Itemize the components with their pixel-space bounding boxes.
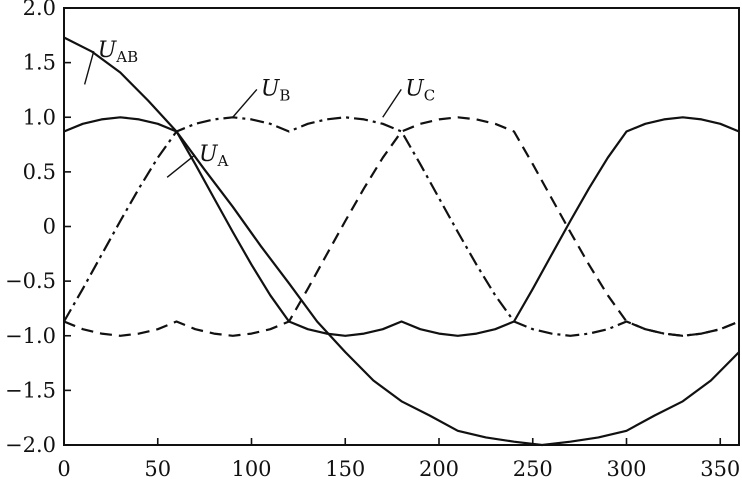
series-curves <box>63 36 740 447</box>
series-line-u-b <box>63 116 740 337</box>
y-tick-label: −2.0 <box>5 433 56 457</box>
x-tick-label: 50 <box>144 457 171 481</box>
y-tick-label: −0.5 <box>5 269 56 293</box>
y-tick-label: 2.0 <box>23 0 56 20</box>
series-labels: UAB UB UA UC <box>83 38 435 178</box>
label-leader-line <box>166 154 196 178</box>
y-tick-label: 0.5 <box>23 160 56 184</box>
series-label-u-a: UA <box>199 142 229 170</box>
y-tick-label: 1.5 <box>23 51 56 75</box>
x-tick-label: 250 <box>513 457 553 481</box>
series-label-u-b: UB <box>261 76 291 104</box>
x-axis-ticks: 0 50 100 150 200 250 300 350 <box>57 438 740 481</box>
y-tick-label: 0 <box>43 215 56 239</box>
series-label-u-c: UC <box>405 76 435 104</box>
y-axis-ticks: 2.0 1.5 1.0 0.5 0 −0.5 −1.0 −1.5 −2.0 <box>5 0 71 457</box>
x-tick-label: 200 <box>419 457 459 481</box>
series-line-u-c <box>63 116 740 337</box>
label-leader-line <box>232 88 258 118</box>
x-tick-label: 100 <box>231 457 271 481</box>
series-line-u-a <box>63 116 740 337</box>
y-tick-label: −1.0 <box>5 324 56 348</box>
label-leader-line <box>382 89 402 118</box>
x-tick-label: 350 <box>700 457 740 481</box>
plot-frame <box>63 7 740 446</box>
x-tick-label: 300 <box>606 457 646 481</box>
series-label-u-ab: UAB <box>98 38 138 66</box>
series-line-u-ab <box>63 36 740 447</box>
x-tick-label: 150 <box>325 457 365 481</box>
y-tick-label: 1.0 <box>23 105 56 129</box>
y-tick-label: −1.5 <box>5 378 56 402</box>
label-leader-line <box>83 50 95 85</box>
x-tick-label: 0 <box>57 457 70 481</box>
